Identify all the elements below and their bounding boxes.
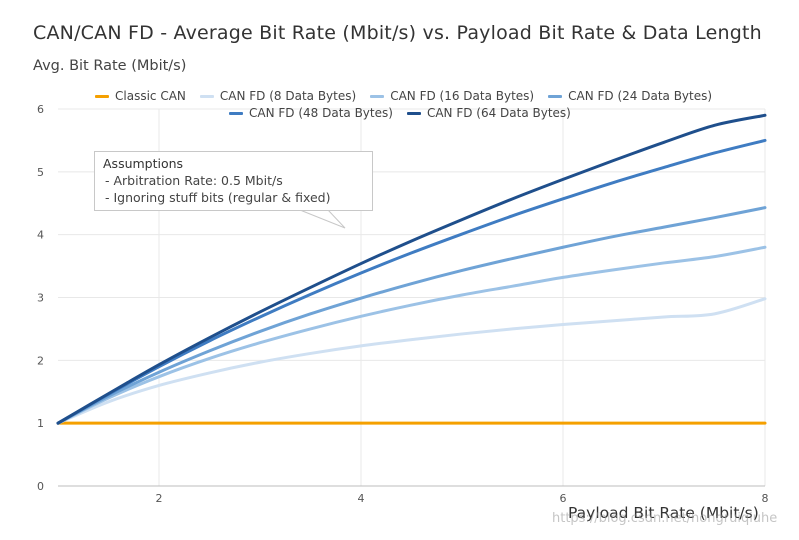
- legend: Classic CAN CAN FD (8 Data Bytes) CAN FD…: [95, 89, 735, 123]
- series-line-5: [56, 113, 767, 425]
- assumptions-annotation: Assumptions - Arbitration Rate: 0.5 Mbit…: [94, 151, 373, 211]
- watermark: https://blog.csdn.net/hongruiqiuhe: [552, 511, 778, 526]
- legend-swatch: [199, 94, 214, 98]
- chart-title: CAN/CAN FD - Average Bit Rate (Mbit/s) v…: [33, 22, 762, 44]
- y-tick-label: 0: [37, 480, 44, 493]
- legend-swatch: [95, 94, 109, 98]
- legend-row: Classic CAN CAN FD (8 Data Bytes) CAN FD…: [95, 89, 735, 103]
- y-tick-label: 3: [37, 292, 44, 305]
- legend-item-canfd-8[interactable]: CAN FD (8 Data Bytes): [199, 89, 357, 103]
- legend-label: CAN FD (64 Data Bytes): [426, 106, 571, 120]
- legend-swatch: [370, 94, 385, 98]
- x-axis-label: Payload Bit Rate (Mbit/s): [568, 504, 759, 522]
- legend-swatch: [406, 111, 421, 115]
- x-tick-label: 2: [156, 492, 163, 505]
- series-line-3: [56, 206, 767, 425]
- legend-item-canfd-16[interactable]: CAN FD (16 Data Bytes): [370, 89, 534, 103]
- y-axis-label: Avg. Bit Rate (Mbit/s): [33, 58, 187, 74]
- x-tick-label: 4: [358, 492, 365, 505]
- y-tick-label: 1: [37, 417, 44, 430]
- legend-label: CAN FD (48 Data Bytes): [249, 106, 393, 120]
- x-tick-label: 6: [560, 492, 567, 505]
- annotation-title: Assumptions: [103, 156, 184, 171]
- legend-label: CAN FD (8 Data Bytes): [219, 89, 357, 103]
- x-tick-label: 8: [762, 492, 769, 505]
- legend-row: CAN FD (48 Data Bytes) CAN FD (64 Data B…: [95, 106, 735, 120]
- legend-swatch: [548, 94, 563, 98]
- series-line-1: [56, 297, 767, 425]
- legend-swatch: [229, 111, 243, 115]
- legend-item-canfd-64[interactable]: CAN FD (64 Data Bytes): [406, 106, 571, 120]
- series-line-4: [56, 138, 767, 425]
- legend-label: CAN FD (24 Data Bytes): [568, 89, 713, 103]
- legend-label: Classic CAN: [115, 89, 186, 103]
- legend-item-canfd-48[interactable]: CAN FD (48 Data Bytes): [229, 106, 393, 120]
- legend-item-classic-can[interactable]: Classic CAN: [95, 89, 186, 103]
- annotation-pointer: [299, 209, 346, 229]
- annotation-line: - Ignoring stuff bits (regular & fixed): [105, 190, 331, 205]
- y-tick-label: 6: [37, 103, 44, 116]
- series-line-2: [56, 245, 767, 425]
- y-tick-label: 2: [37, 354, 44, 367]
- legend-item-canfd-24[interactable]: CAN FD (24 Data Bytes): [548, 89, 712, 103]
- legend-label: CAN FD (16 Data Bytes): [390, 89, 535, 103]
- annotation-line: - Arbitration Rate: 0.5 Mbit/s: [105, 173, 283, 188]
- y-tick-label: 4: [37, 229, 44, 242]
- y-tick-label: 5: [37, 166, 44, 179]
